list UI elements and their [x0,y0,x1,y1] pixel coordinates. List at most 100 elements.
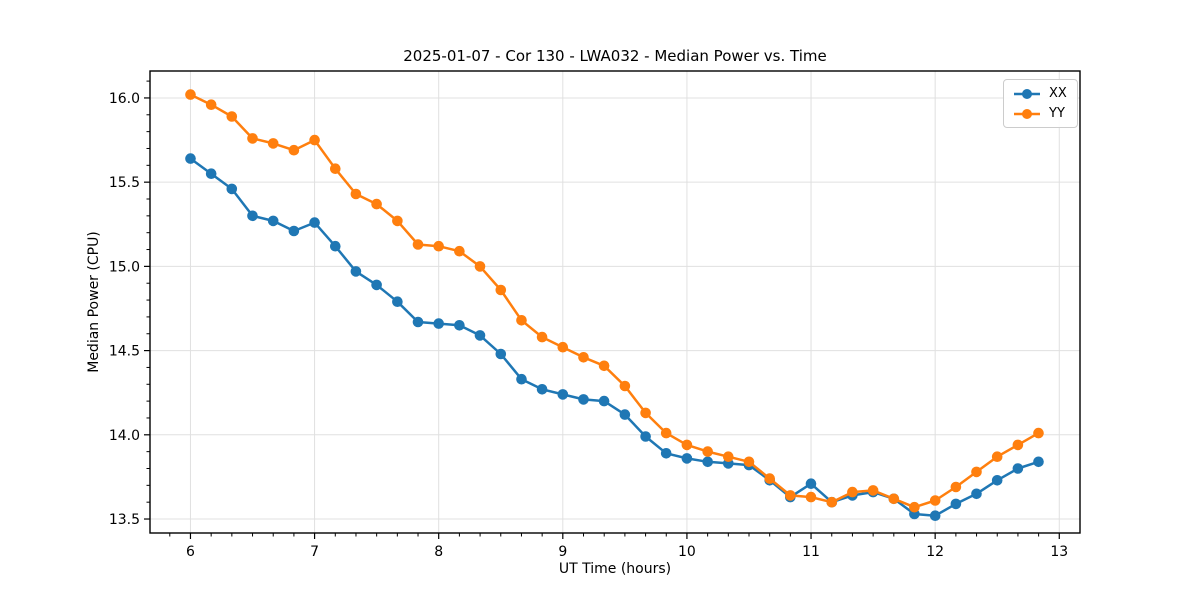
legend: XX YY [1003,79,1078,128]
series-yy-point [267,138,279,149]
series-xx-point [991,475,1003,486]
series-xx-point [640,431,651,442]
series-xx-point [971,488,982,500]
series-yy-point [516,315,527,326]
series-xx-point [619,409,631,420]
series-yy-point [495,284,507,296]
series-xx-point [929,510,941,521]
series-xx-point [226,183,238,195]
series-xx-point [330,240,341,252]
chart-title: 2025-01-07 - Cor 130 - LWA032 - Median P… [403,47,827,65]
series-xx-point [1012,463,1024,474]
series-yy-point [929,495,941,506]
series-yy-point [433,240,445,252]
series-yy-point [764,473,775,484]
series-xx-point [598,395,610,407]
series-yy-point [247,133,258,144]
series-yy-point [288,144,300,156]
series-yy-point [598,360,610,372]
series-xx-point [392,296,403,308]
series-xx-point [516,373,527,385]
y-tick-label: 13.5 [109,512,140,528]
series-yy-point [412,239,424,250]
x-tick-label: 8 [434,544,443,560]
series-yy-point [743,456,755,468]
series-xx-point [536,384,548,395]
series-yy-point [1033,427,1044,439]
series-yy-point [330,163,341,174]
series-yy-point [785,490,796,501]
x-tick-label: 6 [186,544,195,560]
series-yy-point [185,89,196,100]
x-tick-label: 13 [1050,544,1068,560]
series-yy-point [909,501,920,513]
series-xx-line [189,157,1040,517]
series-yy-point [474,261,486,272]
series-xx-point [350,266,362,277]
x-tick-label: 7 [310,544,319,560]
y-tick-label: 15.0 [109,259,140,275]
series-yy-point [454,245,465,257]
series-xx-point [681,453,693,464]
x-axis-label: UT Time (hours) [558,561,672,577]
x-tick-label: 10 [678,544,696,560]
series-yy-point [557,341,569,353]
series-yy-point [826,496,838,508]
xx-series-key-icon [1014,88,1040,99]
series-xx-point [557,389,569,400]
series-yy-point [350,188,362,200]
series-yy-line [189,93,1040,509]
series-xx-point [474,330,486,341]
series-yy-point [205,99,217,110]
y-tick-label: 14.0 [109,428,140,444]
series-xx-point [309,217,320,228]
series-xx-point [433,318,445,329]
series-yy-point [640,407,651,419]
series-yy-point [888,493,900,505]
x-tick-label: 11 [802,544,820,560]
series-yy-point [619,380,631,392]
series-yy-point [702,446,713,457]
x-tick-label: 9 [558,544,567,560]
series-xx-point [495,348,507,360]
series-yy-point [536,331,548,343]
series-xx-point [805,478,817,490]
series-yy-point [991,451,1003,463]
y-tick-label: 16.0 [109,91,140,107]
series-xx-point [185,153,196,164]
series-yy-point [847,486,858,498]
plot-border [149,70,1081,534]
legend-label-yy: YY [1049,106,1065,121]
series-yy-point [1012,439,1024,451]
series-xx-point [267,215,279,227]
series-yy-point [867,485,879,496]
series-xx-point [950,498,962,510]
series-xx-point [578,394,589,405]
series-xx-point [660,448,672,459]
series-yy-point [681,439,693,451]
y-tick-label: 15.5 [109,175,140,191]
x-tick-label: 12 [926,544,944,560]
series-xx-point [412,316,424,328]
series-yy-point [309,134,320,146]
legend-item-yy: YY [1012,105,1067,122]
y-tick-label: 14.5 [109,344,140,360]
series-yy-point [723,451,734,463]
series-yy-point [392,215,403,227]
series-yy-point [226,111,238,122]
series-yy-point [578,352,589,363]
series-yy-point [371,198,382,210]
series-yy-point [805,491,817,503]
series-yy-point [971,466,982,478]
series-xx-point [1033,456,1044,468]
series-xx-point [371,279,382,291]
series-xx-point [288,225,300,237]
yy-series-key-icon [1014,108,1040,119]
series-yy-point [660,427,672,439]
series-xx-point [205,168,217,179]
series-yy-point [950,481,962,493]
series-xx-point [702,456,713,468]
legend-label-xx: XX [1049,86,1067,101]
